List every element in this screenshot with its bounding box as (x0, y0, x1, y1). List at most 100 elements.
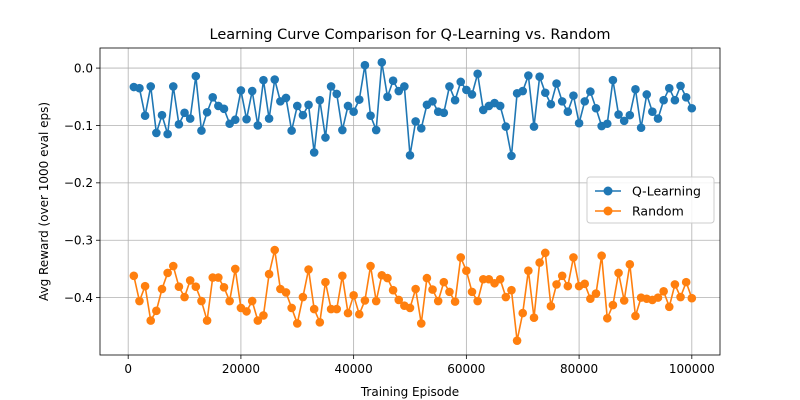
data-point-random (456, 253, 466, 262)
data-point-random (501, 292, 511, 302)
data-point-q-learning (332, 89, 342, 99)
data-point-q-learning (524, 71, 533, 80)
data-point-q-learning (236, 86, 246, 95)
data-point-random (557, 271, 567, 281)
x-axis: 0 20000 40000 60000 80000 100000 (124, 355, 715, 376)
data-point-q-learning (495, 101, 505, 111)
data-point-q-learning (586, 87, 595, 96)
data-point-q-learning (580, 97, 590, 106)
data-point-q-learning (659, 95, 668, 105)
series-line-random (133, 249, 693, 342)
data-point-q-learning (354, 95, 364, 104)
data-point-random (152, 306, 161, 316)
data-point-q-learning (529, 122, 539, 131)
data-point-random (366, 261, 375, 271)
data-point-q-learning (614, 110, 623, 119)
data-point-q-learning (445, 82, 454, 91)
data-point-random (230, 264, 240, 274)
series-q-learning (129, 58, 697, 161)
data-point-random (422, 273, 432, 283)
data-point-q-learning (619, 116, 629, 126)
data-point-q-learning (602, 119, 612, 129)
data-point-random (602, 313, 612, 323)
data-point-q-learning (383, 92, 392, 102)
data-point-random (225, 296, 234, 306)
data-point-q-learning (343, 101, 353, 111)
data-point-random (495, 274, 505, 284)
y-axis-label: Avg Reward (over 1000 eval eps) (37, 102, 51, 301)
data-point-random (343, 308, 353, 318)
data-point-q-learning (152, 128, 161, 138)
data-point-q-learning (326, 82, 336, 91)
data-point-q-learning (304, 100, 313, 110)
data-point-q-learning (636, 123, 646, 133)
y-tick-label: −0.2 (64, 176, 93, 190)
data-point-q-learning (625, 110, 635, 120)
data-point-random (473, 296, 482, 306)
data-point-random (433, 296, 443, 306)
data-point-q-learning (400, 82, 409, 91)
data-point-q-learning (664, 83, 674, 93)
data-point-q-learning (411, 117, 420, 126)
data-point-random (197, 296, 206, 306)
data-point-random (332, 304, 342, 314)
y-tick-label: −0.3 (64, 234, 93, 248)
data-point-random (546, 301, 556, 311)
data-point-q-learning (247, 86, 257, 96)
y-axis: 0.0 −0.1 −0.2 −0.3 −0.4 (64, 61, 100, 305)
data-point-q-learning (456, 77, 466, 87)
data-point-q-learning (518, 86, 528, 96)
data-point-random (552, 280, 561, 289)
data-point-q-learning (676, 81, 685, 91)
data-point-random (439, 277, 449, 287)
data-point-q-learning (546, 99, 556, 109)
data-point-random (512, 336, 522, 345)
series-random (129, 245, 697, 345)
data-point-q-learning (191, 71, 201, 81)
data-point-random (146, 316, 156, 325)
data-point-random (174, 282, 184, 292)
data-point-q-learning (315, 95, 325, 105)
data-point-q-learning (298, 110, 308, 120)
data-point-q-learning (292, 101, 302, 111)
data-point-q-learning (185, 114, 195, 123)
data-point-random (304, 265, 313, 274)
data-point-random (168, 261, 178, 271)
data-point-random (676, 292, 685, 302)
data-point-q-learning (608, 75, 618, 85)
data-point-q-learning (507, 151, 516, 161)
data-point-q-learning (574, 118, 584, 128)
data-point-q-learning (540, 88, 550, 98)
data-point-random (264, 269, 274, 279)
data-point-random (135, 296, 144, 306)
data-point-random (129, 271, 139, 281)
data-point-random (292, 319, 302, 328)
data-point-q-learning (180, 108, 189, 118)
data-point-q-learning (439, 108, 449, 118)
data-point-q-learning (552, 79, 561, 88)
data-point-random (242, 307, 251, 316)
data-point-q-learning (405, 151, 415, 160)
data-point-random (354, 309, 364, 319)
data-point-q-learning (377, 58, 387, 67)
data-point-random (569, 253, 578, 262)
data-point-q-learning (197, 126, 206, 135)
data-point-q-learning (135, 83, 144, 93)
data-point-q-learning (253, 121, 263, 130)
data-point-q-learning (591, 103, 601, 113)
data-point-random (405, 303, 415, 313)
data-point-random (670, 280, 680, 289)
data-point-random (202, 316, 212, 325)
legend: Q-Learning Random (586, 176, 715, 224)
series-line-q-learning (133, 61, 693, 157)
data-point-q-learning (569, 91, 578, 100)
data-point-q-learning (501, 122, 511, 131)
data-point-q-learning (338, 125, 347, 135)
data-point-q-learning (174, 120, 184, 129)
data-point-random (507, 285, 516, 295)
data-point-q-learning (648, 107, 657, 116)
data-point-random (270, 245, 280, 255)
data-point-random (411, 284, 420, 294)
legend-label-q-learning: Q-Learning (632, 184, 701, 199)
